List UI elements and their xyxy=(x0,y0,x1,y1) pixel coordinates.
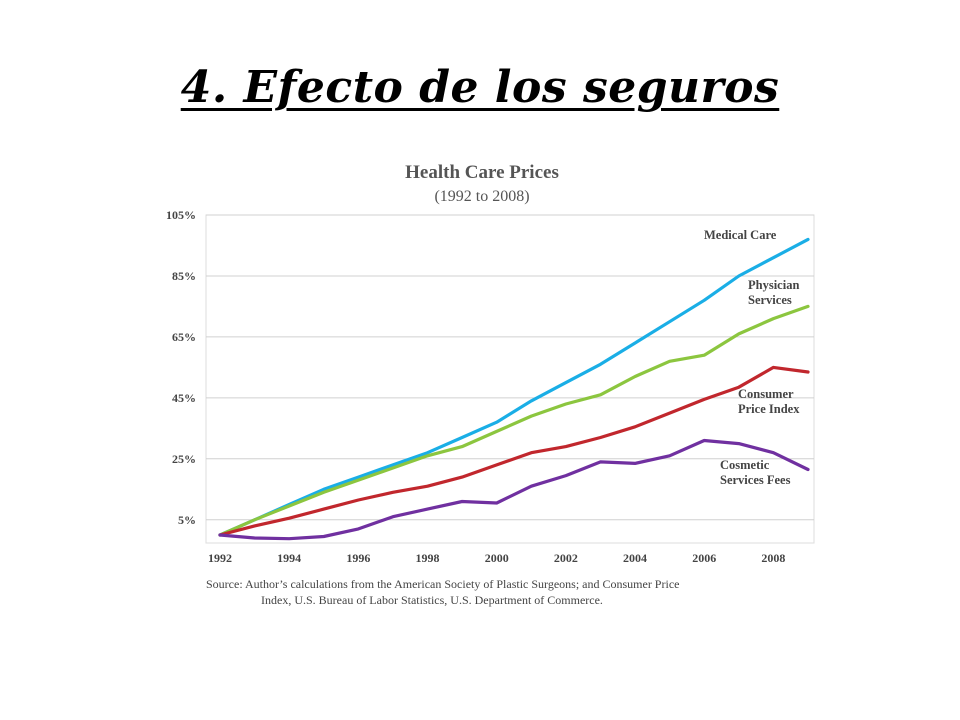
chart-series xyxy=(218,237,810,541)
x-tick-label: 2006 xyxy=(692,551,716,565)
series-line-1 xyxy=(218,304,810,537)
x-tick-label: 1992 xyxy=(208,551,232,565)
y-tick-label: 45% xyxy=(172,391,196,405)
source-line: Index, U.S. Bureau of Labor Statistics, … xyxy=(261,593,603,607)
series-line-3 xyxy=(218,438,810,541)
x-tick-label: 1998 xyxy=(416,551,440,565)
y-tick-label: 25% xyxy=(172,452,196,466)
chart-axes: 5% 25% 45% 65% 85% 105% 1992 1994 1996 1998 2000 20… xyxy=(166,208,785,565)
chart-title: Health Care Prices xyxy=(405,162,559,183)
x-tick-label: 2000 xyxy=(485,551,509,565)
chart-subtitle: (1992 to 2008) xyxy=(434,188,529,205)
series-line-2 xyxy=(218,365,810,537)
plot-frame xyxy=(205,214,815,544)
series-line-0 xyxy=(218,237,810,537)
series-label: Medical Care xyxy=(704,228,777,242)
y-tick-label: 85% xyxy=(172,269,196,283)
x-tick-label: 1994 xyxy=(277,551,301,565)
x-tick-label: 2008 xyxy=(761,551,785,565)
x-tick-label: 2002 xyxy=(554,551,578,565)
series-label: Price Index xyxy=(738,402,800,416)
y-tick-label: 5% xyxy=(178,513,196,527)
series-label: Services xyxy=(748,293,792,307)
series-label: Cosmetic xyxy=(720,458,770,472)
x-tick-label: 2004 xyxy=(623,551,647,565)
source-line: Source: Author’s calculations from the A… xyxy=(206,577,679,591)
chart-grid xyxy=(205,214,815,544)
y-tick-label: 65% xyxy=(172,330,196,344)
chart-source-note: Source: Author’s calculations from the A… xyxy=(206,577,679,607)
series-label: Physician xyxy=(748,278,799,292)
x-tick-label: 1996 xyxy=(346,551,370,565)
slide-title: 4. Efecto de los seguros xyxy=(180,62,780,113)
y-tick-label: 105% xyxy=(166,208,196,222)
series-label: Consumer xyxy=(738,387,794,401)
series-label: Services Fees xyxy=(720,473,791,487)
